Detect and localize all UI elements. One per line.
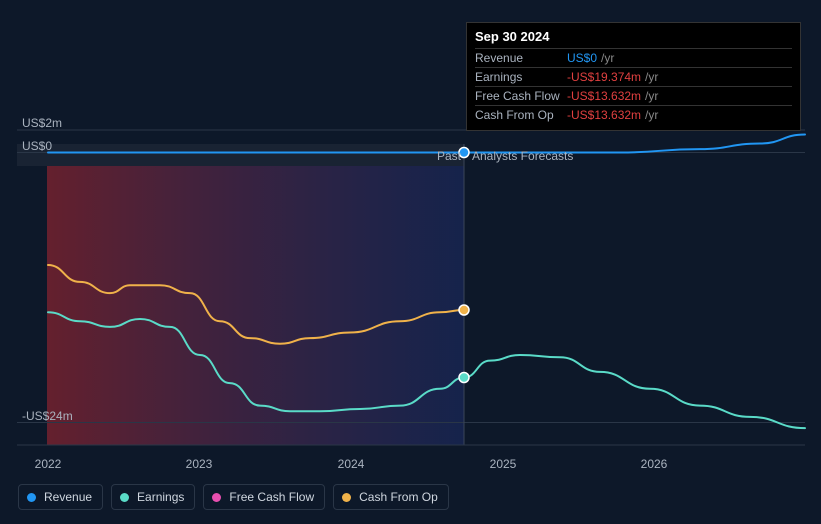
y-axis-label: US$0 — [22, 139, 52, 153]
tooltip-row-unit: /yr — [645, 89, 658, 103]
tooltip-row-label: Cash From Op — [475, 108, 567, 122]
x-axis-label: 2024 — [338, 457, 365, 471]
y-axis-label: -US$24m — [22, 409, 73, 423]
legend-dot — [27, 493, 36, 502]
y-axis-label: US$2m — [22, 116, 62, 130]
tooltip-row-unit: /yr — [601, 51, 614, 65]
x-axis-label: 2022 — [35, 457, 62, 471]
legend-item-free-cash-flow[interactable]: Free Cash Flow — [203, 484, 325, 510]
tooltip-row: Cash From Op-US$13.632m/yr — [475, 105, 792, 124]
legend-dot — [342, 493, 351, 502]
tooltip-row-value: -US$13.632m — [567, 89, 641, 103]
tooltip-row-value: -US$13.632m — [567, 108, 641, 122]
x-axis-label: 2023 — [186, 457, 213, 471]
legend-item-cash-from-op[interactable]: Cash From Op — [333, 484, 449, 510]
x-axis-label: 2026 — [641, 457, 668, 471]
tooltip-row: Free Cash Flow-US$13.632m/yr — [475, 86, 792, 105]
tooltip-row-value: US$0 — [567, 51, 597, 65]
tooltip-row-label: Free Cash Flow — [475, 89, 567, 103]
series-marker-earnings — [459, 373, 469, 383]
tooltip-row: RevenueUS$0/yr — [475, 48, 792, 67]
tooltip-row-value: -US$19.374m — [567, 70, 641, 84]
chart-tooltip: Sep 30 2024 RevenueUS$0/yrEarnings-US$19… — [466, 22, 801, 131]
past-region-fill — [47, 166, 464, 445]
tooltip-date: Sep 30 2024 — [475, 29, 792, 44]
legend-label: Earnings — [137, 490, 184, 504]
chart-legend: Revenue Earnings Free Cash Flow Cash From O… — [18, 484, 449, 510]
tooltip-row: Earnings-US$19.374m/yr — [475, 67, 792, 86]
tooltip-row-unit: /yr — [645, 108, 658, 122]
x-axis-label: 2025 — [490, 457, 517, 471]
financials-forecast-chart: US$2m US$0 -US$24m 2022 2023 2024 2025 2026 Pa… — [0, 0, 821, 524]
legend-item-revenue[interactable]: Revenue — [18, 484, 103, 510]
past-header-strip — [17, 144, 464, 166]
legend-label: Free Cash Flow — [229, 490, 314, 504]
legend-label: Cash From Op — [359, 490, 438, 504]
legend-dot — [212, 493, 221, 502]
tooltip-row-unit: /yr — [645, 70, 658, 84]
region-label-past: Past — [437, 149, 461, 163]
legend-dot — [120, 493, 129, 502]
legend-item-earnings[interactable]: Earnings — [111, 484, 195, 510]
tooltip-row-label: Revenue — [475, 51, 567, 65]
series-marker-cash-from-op — [459, 305, 469, 315]
legend-label: Revenue — [44, 490, 92, 504]
region-label-forecast: Analysts Forecasts — [472, 149, 573, 163]
tooltip-row-label: Earnings — [475, 70, 567, 84]
